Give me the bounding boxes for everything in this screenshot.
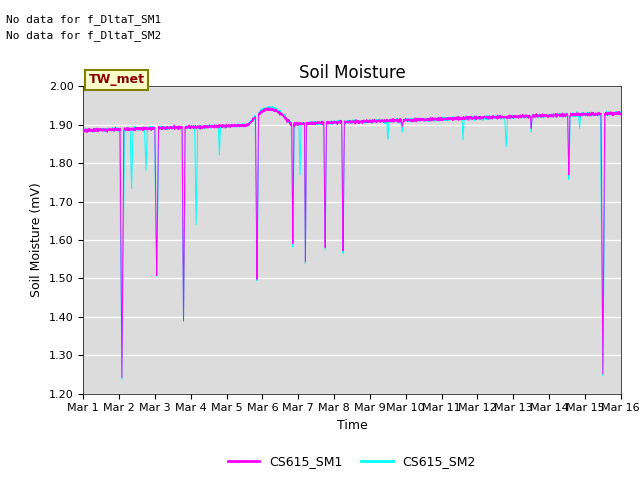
Legend: CS615_SM1, CS615_SM2: CS615_SM1, CS615_SM2 xyxy=(223,450,481,473)
Y-axis label: Soil Moisture (mV): Soil Moisture (mV) xyxy=(30,182,43,298)
X-axis label: Time: Time xyxy=(337,419,367,432)
Title: Soil Moisture: Soil Moisture xyxy=(299,64,405,82)
Text: No data for f_DltaT_SM2: No data for f_DltaT_SM2 xyxy=(6,30,162,41)
Text: TW_met: TW_met xyxy=(88,73,145,86)
Text: No data for f_DltaT_SM1: No data for f_DltaT_SM1 xyxy=(6,13,162,24)
